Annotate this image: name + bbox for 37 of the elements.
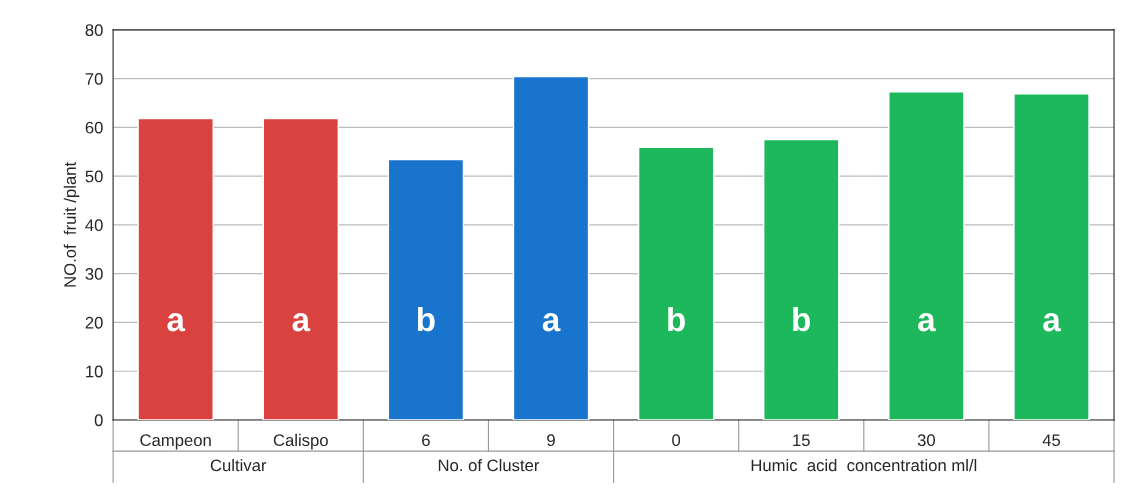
x-tick-label: 30 [917,434,935,447]
y-tick-label: 50 [85,170,103,183]
annotation: a [292,313,311,332]
y-tick-label: 20 [85,316,103,329]
y-tick-label: 10 [86,365,103,378]
x-tick-label: 0 [672,434,681,447]
bar [262,117,340,420]
y-tick-label: 0 [94,414,103,427]
annotation: b [417,306,435,332]
x-tick-label: 45 [1042,434,1061,447]
text: No. of Cluster [438,459,540,472]
y-axis-title: NO.of fruit /plant [63,162,80,287]
bar [763,138,840,420]
text: Humic acid concentration ml/l [751,459,977,472]
annotation: a [542,313,561,332]
x-tick-label: Calispo [273,433,328,450]
annotation: b [668,306,685,332]
y-tick-label: 80 [85,24,103,37]
bar [1013,93,1090,420]
x-tick-label: 9 [547,434,555,447]
y-tick-label: 40 [85,219,103,232]
annotation: b [793,306,811,332]
x-tick-label: 15 [793,434,810,447]
annotation: a [918,313,936,332]
bar [888,91,965,420]
y-tick-label: 30 [85,268,103,280]
bar [512,75,590,420]
bar [387,158,465,420]
bar [637,146,715,420]
y-tick-label: 70 [85,72,103,85]
text: Cultivar [210,459,267,472]
y-tick-label: 60 [85,121,103,134]
annotation: a [167,313,186,332]
bar [137,117,214,420]
annotation: a [1043,313,1061,332]
x-tick-label: Campeon [140,434,211,450]
x-tick-label: 6 [422,434,430,447]
